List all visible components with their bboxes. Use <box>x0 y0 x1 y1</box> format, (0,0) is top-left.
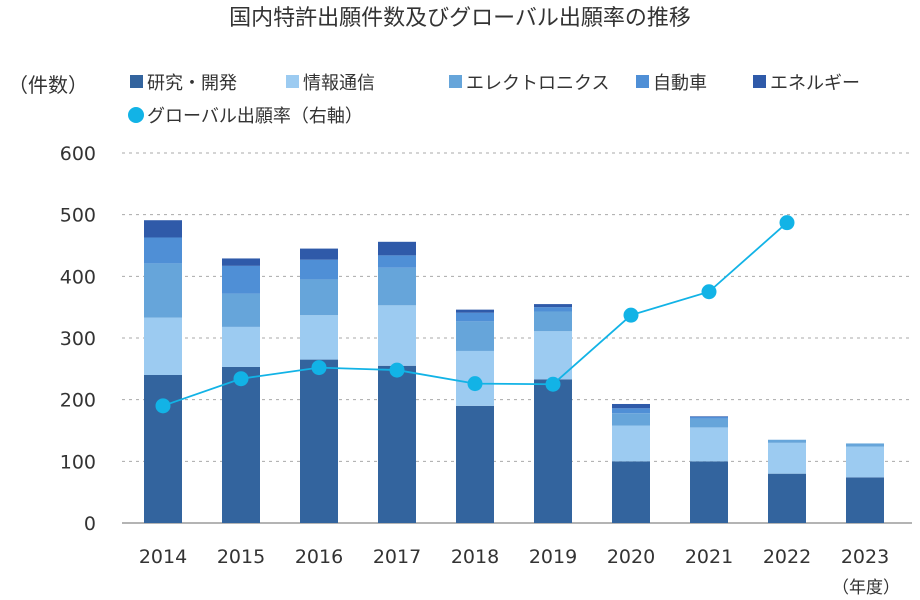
line-point <box>311 360 327 376</box>
y-tick-label: 200 <box>60 390 96 412</box>
bar-segment-3 <box>534 311 572 332</box>
bar-segment-5 <box>222 258 260 266</box>
y-tick-label: 500 <box>60 205 96 227</box>
legend-swatch <box>753 75 766 88</box>
line-point <box>233 371 249 387</box>
bar-segment-1 <box>768 473 806 523</box>
x-axis-unit: （年度） <box>832 578 900 598</box>
line-series <box>155 215 795 414</box>
legend-label: エレクトロニクス <box>466 73 609 94</box>
y-tick-label: 100 <box>60 451 96 473</box>
bar-segment-4 <box>144 237 182 264</box>
y-axis-ticks: 0 100 200 300 400 500 600 <box>60 143 96 535</box>
y-tick-label: 400 <box>60 266 96 288</box>
y-tick-label: 600 <box>60 143 96 165</box>
line-point <box>389 362 405 378</box>
bar-segment-1 <box>846 477 884 523</box>
line-point <box>467 376 483 392</box>
y-tick-label: 300 <box>60 328 96 350</box>
bar-segment-1 <box>300 359 338 523</box>
bar-segment-1 <box>144 375 182 523</box>
line-point <box>155 398 171 414</box>
bar-segment-3 <box>456 321 494 351</box>
bar-segment-5 <box>144 220 182 238</box>
line-point <box>701 284 717 300</box>
bar-segment-4 <box>222 265 260 294</box>
bar-segment-4 <box>690 416 728 419</box>
x-tick-label: 2022 <box>763 546 811 568</box>
x-tick-label: 2015 <box>217 546 265 568</box>
bar-segment-5 <box>534 304 572 308</box>
legend-label: 自動車 <box>653 73 707 94</box>
x-tick-label: 2020 <box>607 546 655 568</box>
bar-series <box>144 220 884 523</box>
x-tick-label: 2019 <box>529 546 577 568</box>
bar-segment-4 <box>612 408 650 414</box>
bar-segment-3 <box>378 267 416 306</box>
line-point <box>623 307 639 323</box>
bar-segment-1 <box>456 405 494 523</box>
bar-segment-4 <box>534 307 572 312</box>
bar-segment-2 <box>768 442 806 474</box>
bar-segment-2 <box>690 427 728 462</box>
legend-label: 情報通信 <box>303 73 375 94</box>
bar-segment-1 <box>690 461 728 523</box>
x-tick-label: 2016 <box>295 546 343 568</box>
x-tick-label: 2023 <box>841 546 889 568</box>
legend-swatch <box>449 75 462 88</box>
legend-swatch <box>130 75 143 88</box>
bar-segment-2 <box>846 446 884 478</box>
bar-segment-3 <box>612 413 650 426</box>
bar-segment-2 <box>144 317 182 375</box>
bar-segment-2 <box>534 331 572 380</box>
x-axis-ticks: 2014 2015 2016 2017 2018 2019 2020 2021 2022 2023 <box>139 546 889 568</box>
bar-segment-2 <box>378 305 416 366</box>
legend-label: グローバル出願率（右軸） <box>147 106 363 127</box>
bar-segment-1 <box>222 366 260 523</box>
x-tick-label: 2017 <box>373 546 421 568</box>
line-point <box>545 376 561 392</box>
bar-segment-1 <box>378 365 416 523</box>
chart-title: 国内特許出願件数及びグローバル出願率の推移 <box>229 6 691 31</box>
bar-segment-5 <box>378 241 416 256</box>
bar-segment-1 <box>612 461 650 523</box>
bar-segment-3 <box>300 279 338 316</box>
bar-segment-4 <box>378 255 416 268</box>
bar-segment-4 <box>456 312 494 322</box>
legend-swatch <box>636 75 649 88</box>
line-point <box>779 215 795 231</box>
y-axis-label: （件数） <box>8 73 88 97</box>
legend-swatch <box>286 75 299 88</box>
bar-segment-2 <box>222 326 260 367</box>
bar-segment-4 <box>300 259 338 280</box>
x-tick-label: 2014 <box>139 546 187 568</box>
legend-marker <box>128 107 144 123</box>
bar-segment-5 <box>300 248 338 260</box>
bar-segment-1 <box>534 379 572 523</box>
bar-segment-3 <box>222 293 260 327</box>
bar-segment-3 <box>768 439 806 443</box>
bar-segment-2 <box>612 425 650 462</box>
x-tick-label: 2021 <box>685 546 733 568</box>
bar-segment-3 <box>144 263 182 318</box>
legend-label: 研究・開発 <box>147 73 237 94</box>
bar-segment-3 <box>690 418 728 428</box>
x-tick-label: 2018 <box>451 546 499 568</box>
bar-segment-5 <box>456 309 494 313</box>
bar-segment-5 <box>690 416 728 417</box>
legend-label: エネルギー <box>770 73 860 94</box>
bar-segment-2 <box>300 315 338 360</box>
y-tick-label: 0 <box>84 513 96 535</box>
bar-segment-3 <box>846 443 884 447</box>
bar-segment-5 <box>612 403 650 409</box>
